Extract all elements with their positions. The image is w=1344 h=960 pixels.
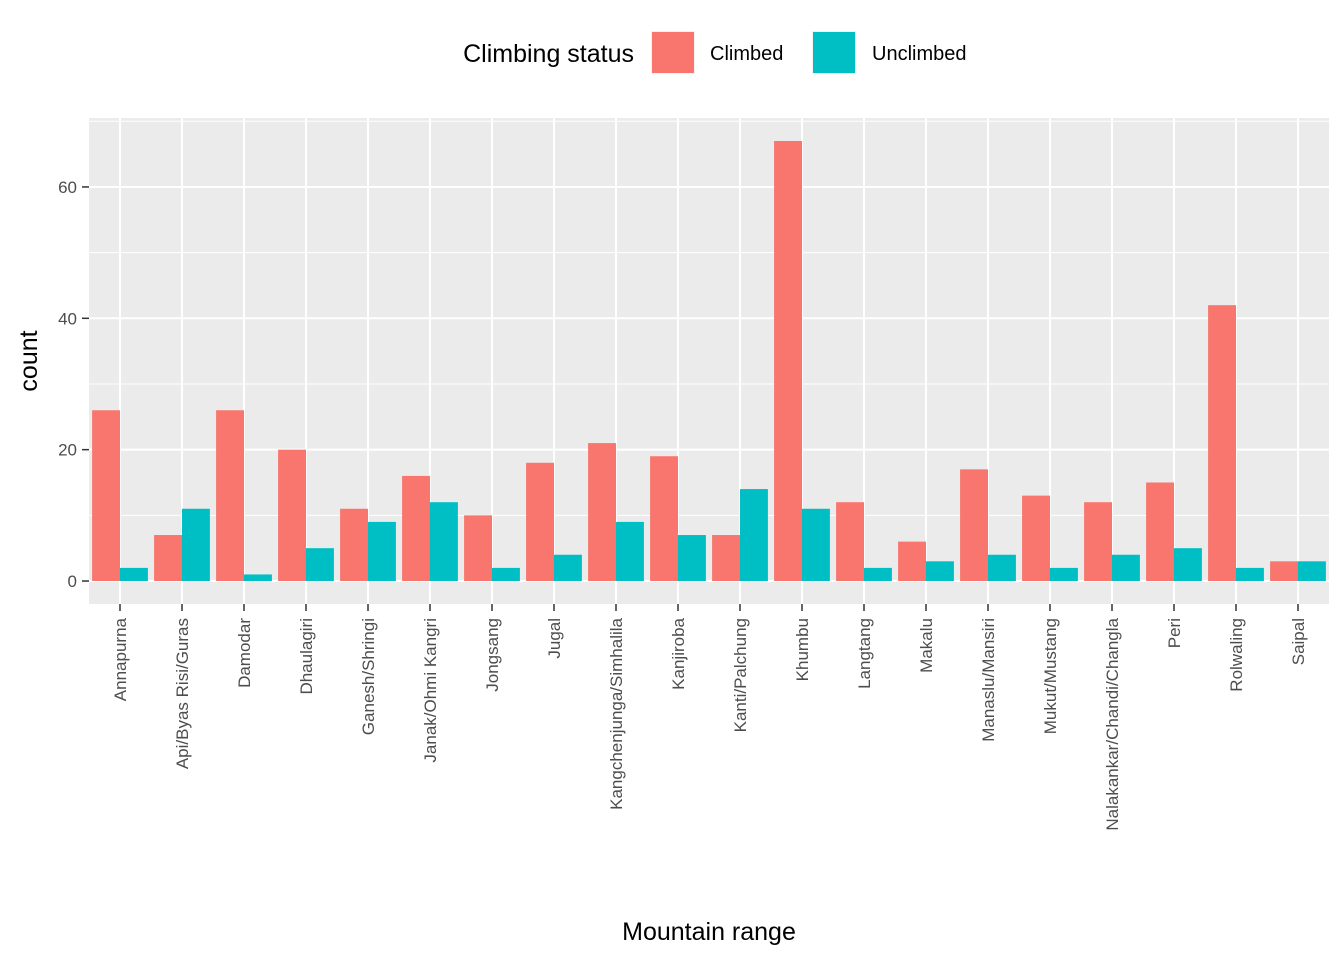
- y-tick-label: 60: [58, 178, 77, 197]
- bar-climbed-10: [712, 535, 740, 582]
- bar-climbed-1: [154, 535, 182, 582]
- x-tick-label: Mukut/Mustang: [1041, 618, 1060, 734]
- bar-climbed-6: [464, 515, 492, 582]
- x-tick-label: Jugal: [545, 618, 564, 659]
- x-axis-title: Mountain range: [622, 918, 796, 946]
- x-axis: Annapurna Api/Byas Risi/Guras Damodar Dhaul…: [111, 604, 1308, 831]
- legend-label-unclimbed: Unclimbed: [872, 43, 966, 65]
- bar-climbed-11: [774, 140, 802, 582]
- bar-climbed-19: [1270, 561, 1298, 582]
- legend: Climbing status Climbed Unclimbed: [463, 31, 966, 74]
- y-axis: 0 20 40 60: [58, 178, 89, 591]
- y-tick-label: 40: [58, 309, 77, 328]
- bar-unclimbed-0: [120, 567, 148, 582]
- bar-climbed-18: [1208, 305, 1236, 582]
- x-tick-label: Ganesh/Shringi: [359, 618, 378, 735]
- bar-climbed-0: [92, 410, 120, 582]
- legend-label-climbed: Climbed: [710, 43, 783, 65]
- x-tick-label: Kanjiroba: [669, 617, 688, 689]
- x-tick-label: Makalu: [917, 618, 936, 673]
- x-tick-label: Khumbu: [793, 618, 812, 681]
- bar-climbed-3: [278, 449, 306, 582]
- bar-unclimbed-17: [1174, 548, 1202, 582]
- bar-unclimbed-3: [306, 548, 334, 582]
- plot-panel: [89, 118, 1329, 604]
- bar-unclimbed-10: [740, 489, 768, 582]
- bar-climbed-2: [216, 410, 244, 582]
- y-tick-label: 20: [58, 441, 77, 460]
- x-tick-label: Peri: [1165, 618, 1184, 648]
- legend-title: Climbing status: [463, 40, 634, 68]
- legend-key-climbed: [652, 32, 694, 73]
- bar-climbed-12: [836, 502, 864, 582]
- x-tick-label: Api/Byas Risi/Guras: [173, 618, 192, 769]
- x-tick-label: Kangchenjunga/Simhalila: [607, 617, 626, 809]
- bar-unclimbed-5: [430, 502, 458, 582]
- bar-unclimbed-6: [492, 567, 520, 582]
- y-tick-label: 0: [68, 572, 77, 591]
- bar-unclimbed-11: [802, 508, 830, 582]
- bar-unclimbed-4: [368, 521, 396, 582]
- bar-climbed-8: [588, 443, 616, 582]
- bar-unclimbed-16: [1112, 554, 1140, 582]
- bar-unclimbed-2: [244, 574, 272, 582]
- x-tick-label: Damodar: [235, 618, 254, 688]
- bar-climbed-5: [402, 475, 430, 582]
- bars: [92, 140, 1326, 582]
- bar-unclimbed-7: [554, 554, 582, 582]
- bar-unclimbed-14: [988, 554, 1016, 582]
- x-tick-label: Langtang: [855, 618, 874, 689]
- bar-climbed-7: [526, 462, 554, 582]
- x-tick-label: Annapurna: [111, 617, 130, 701]
- bar-climbed-4: [340, 508, 368, 582]
- bar-unclimbed-18: [1236, 567, 1264, 582]
- bar-climbed-15: [1022, 495, 1050, 582]
- x-tick-label: Dhaulagiri: [297, 618, 316, 695]
- x-tick-label: Rolwaling: [1227, 618, 1246, 692]
- bar-climbed-13: [898, 541, 926, 582]
- bar-unclimbed-15: [1050, 567, 1078, 582]
- x-tick-label: Saipal: [1289, 618, 1308, 665]
- bar-unclimbed-8: [616, 521, 644, 582]
- bar-unclimbed-1: [182, 508, 210, 582]
- bar-unclimbed-9: [678, 535, 706, 582]
- y-axis-title: count: [15, 330, 43, 391]
- bar-climbed-17: [1146, 482, 1174, 582]
- bar-climbed-16: [1084, 502, 1112, 582]
- bar-climbed-9: [650, 456, 678, 582]
- bar-unclimbed-19: [1298, 561, 1326, 582]
- bar-climbed-14: [960, 469, 988, 582]
- x-tick-label: Kanti/Palchung: [731, 618, 750, 732]
- x-tick-label: Jongsang: [483, 618, 502, 692]
- bar-unclimbed-13: [926, 561, 954, 582]
- x-tick-label: Janak/Ohmi Kangri: [421, 618, 440, 763]
- x-tick-label: Manaslu/Mansiri: [979, 618, 998, 742]
- legend-key-unclimbed: [813, 32, 855, 73]
- x-tick-label: Nalakankar/Chandi/Changla: [1103, 617, 1122, 830]
- bar-unclimbed-12: [864, 567, 892, 582]
